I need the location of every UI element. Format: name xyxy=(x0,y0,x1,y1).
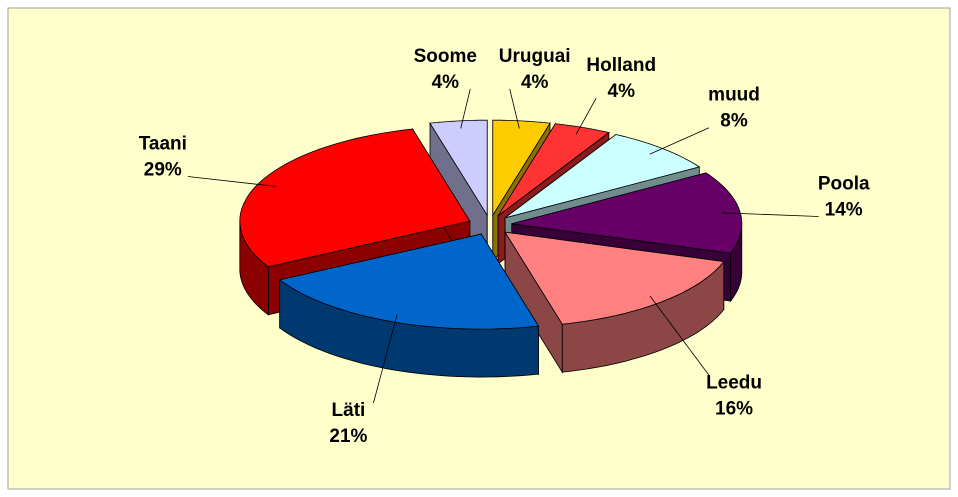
leader-line xyxy=(721,212,819,217)
slice-label: Uruguai xyxy=(499,46,571,67)
leader-line xyxy=(649,295,710,376)
slice xyxy=(239,128,471,268)
value-label: 21% xyxy=(329,426,367,447)
leader-line xyxy=(649,127,710,155)
value-label: 29% xyxy=(144,160,182,181)
slice xyxy=(278,233,540,330)
leader-line xyxy=(509,88,520,129)
leader-line xyxy=(575,97,597,135)
value-label: 4% xyxy=(432,72,460,93)
leader-line xyxy=(373,314,398,404)
slice-label: Poola xyxy=(818,174,870,195)
slice-label: Holland xyxy=(586,55,656,76)
value-label: 8% xyxy=(720,111,748,132)
slice xyxy=(497,123,610,217)
slice-label: Soome xyxy=(414,46,477,67)
leader-line xyxy=(460,88,471,129)
value-label: 4% xyxy=(608,81,636,102)
value-label: 14% xyxy=(825,200,863,221)
value-label: 16% xyxy=(715,398,753,419)
slice xyxy=(429,119,488,217)
slice xyxy=(504,231,725,325)
slice xyxy=(511,172,743,254)
slice-label: Taani xyxy=(139,134,187,155)
slice-label: muud xyxy=(708,85,760,106)
slice-label: Leedu xyxy=(706,372,762,393)
leader-line xyxy=(187,176,276,187)
slice-label: Läti xyxy=(332,400,366,421)
value-label: 4% xyxy=(521,72,549,93)
slice xyxy=(492,119,551,217)
